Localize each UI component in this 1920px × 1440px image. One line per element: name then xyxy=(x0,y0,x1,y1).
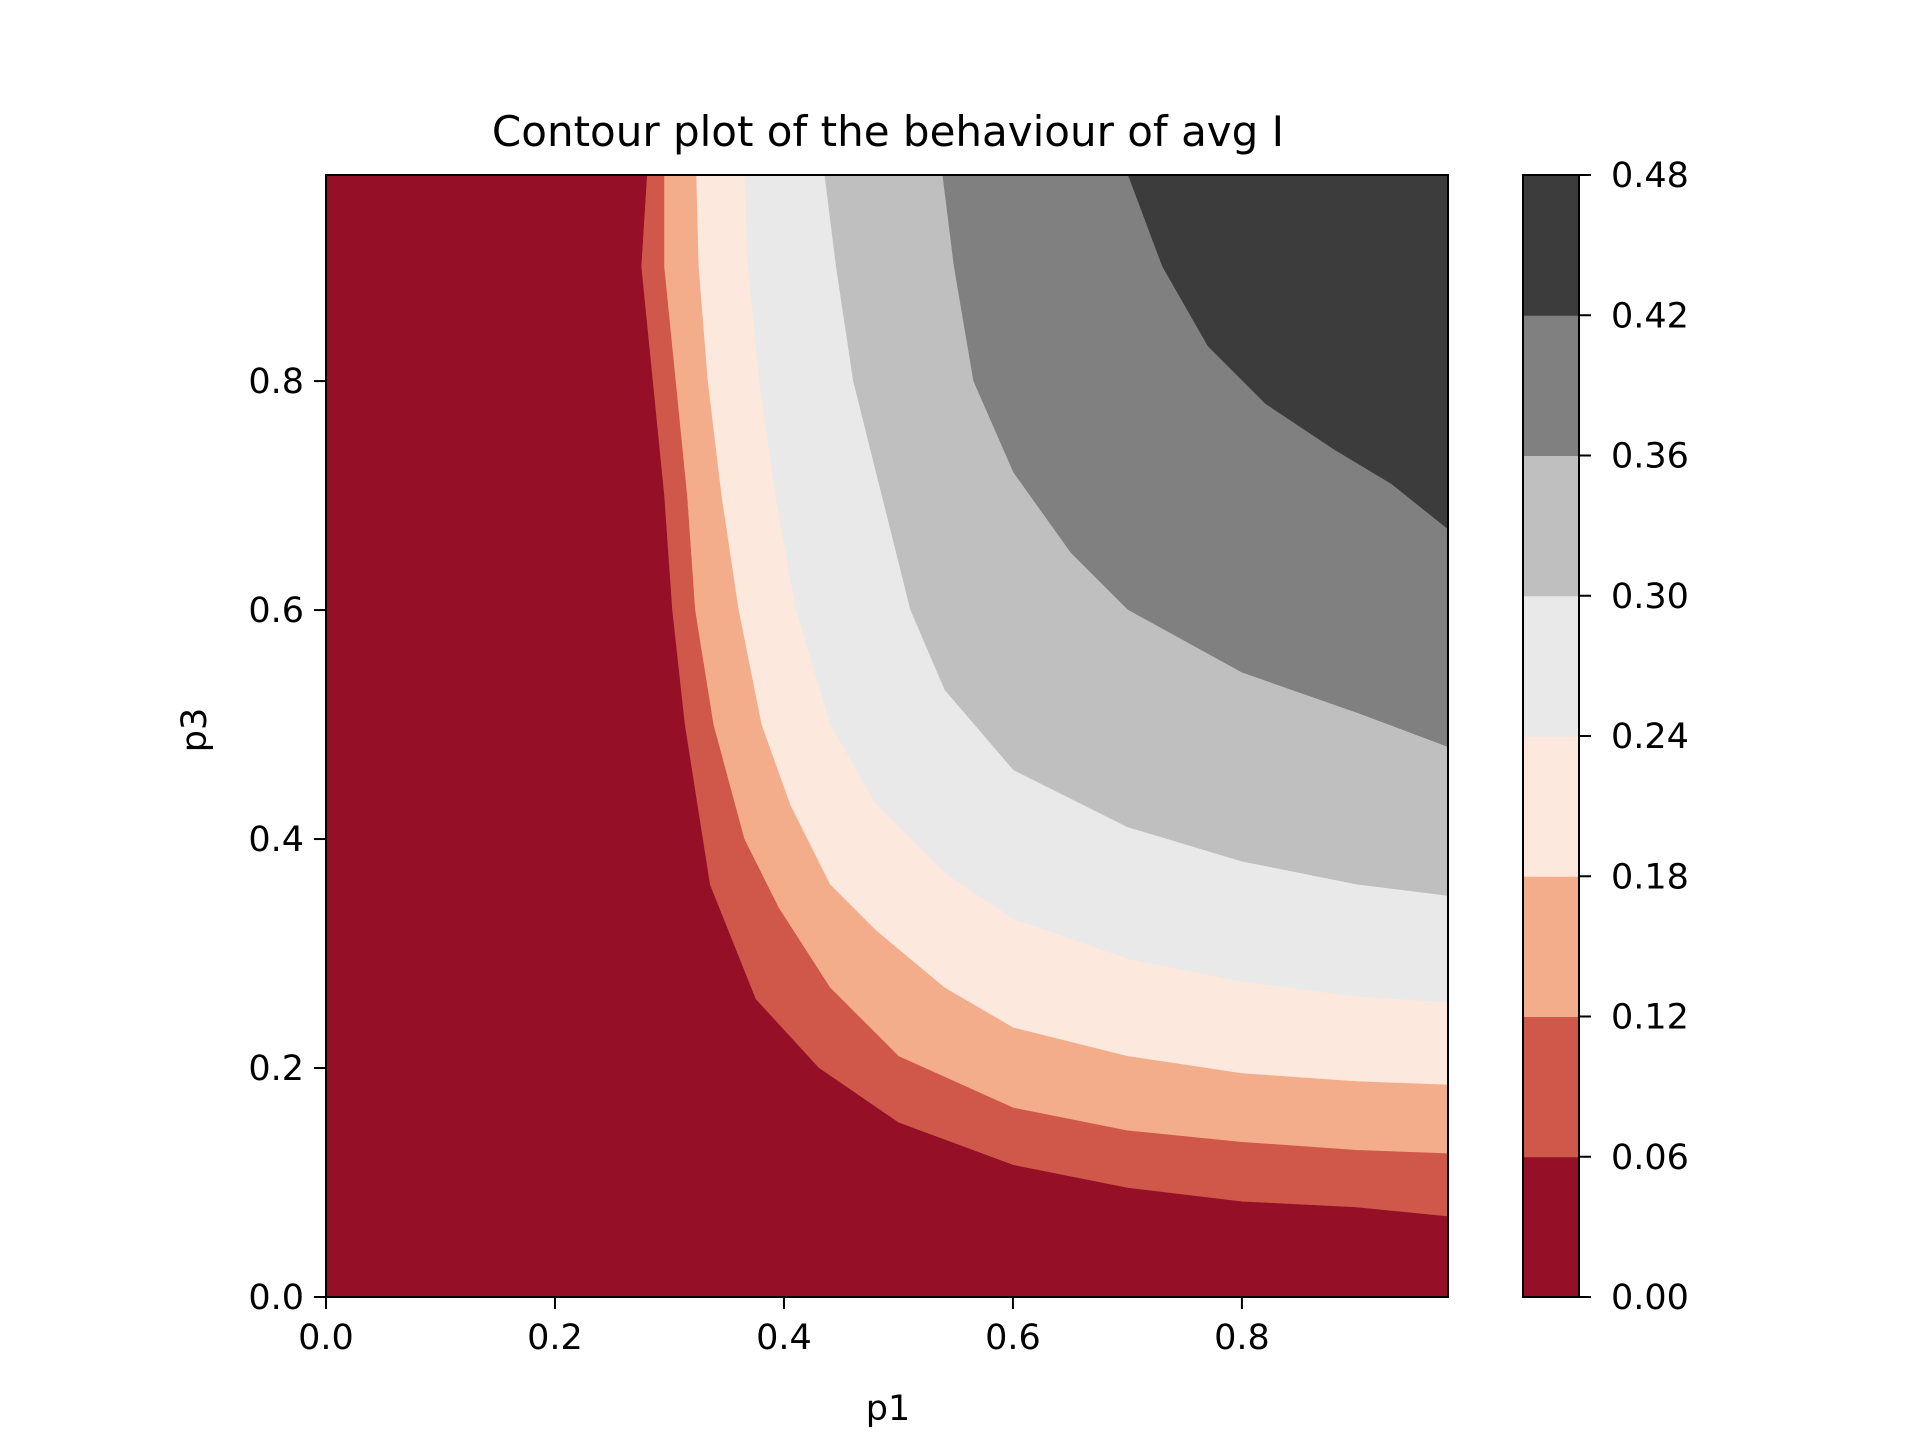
x-tick-label: 0.2 xyxy=(527,1318,583,1358)
colorbar-segment-5 xyxy=(1523,455,1579,597)
colorbar-tick-label: 0.18 xyxy=(1611,857,1689,897)
x-tick-label: 0.0 xyxy=(298,1318,354,1358)
x-axis: 0.0 0.2 0.4 0.6 0.8 xyxy=(298,1297,1270,1358)
colorbar-segment-1 xyxy=(1523,1016,1579,1158)
y-tick-label: 0.6 xyxy=(248,591,304,631)
colorbar-tick-label: 0.24 xyxy=(1611,717,1689,757)
y-tick-label: 0.2 xyxy=(248,1049,304,1089)
colorbar-segment-2 xyxy=(1523,876,1579,1017)
colorbar: 0.00 0.06 0.12 0.18 0.24 0.30 0.36 0.42 0.48 xyxy=(1522,156,1689,1318)
colorbar-tick-label: 0.00 xyxy=(1611,1278,1689,1318)
colorbar-tick-label: 0.48 xyxy=(1611,156,1689,196)
y-axis-label: p3 xyxy=(175,708,215,753)
x-axis-label: p1 xyxy=(866,1389,911,1429)
y-tick-label: 0.4 xyxy=(248,820,304,860)
x-tick-label: 0.4 xyxy=(756,1318,812,1358)
x-tick-label: 0.6 xyxy=(985,1318,1041,1358)
chart-title: Contour plot of the behaviour of avg I xyxy=(492,107,1284,156)
colorbar-segment-4 xyxy=(1523,595,1579,737)
colorbar-tick-label: 0.12 xyxy=(1611,998,1689,1038)
y-axis: 0.0 0.2 0.4 0.6 0.8 xyxy=(248,362,326,1318)
colorbar-segment-6 xyxy=(1523,315,1579,456)
colorbar-segment-3 xyxy=(1523,736,1579,877)
x-tick-label: 0.8 xyxy=(1214,1318,1270,1358)
colorbar-segment-7 xyxy=(1523,175,1579,316)
plot-frame xyxy=(325,174,1449,1298)
colorbar-tick-label: 0.36 xyxy=(1611,437,1689,477)
y-tick-label: 0.0 xyxy=(248,1278,304,1318)
y-tick-label: 0.8 xyxy=(248,362,304,402)
plot-area xyxy=(325,174,1449,1298)
colorbar-tick-label: 0.42 xyxy=(1611,296,1689,336)
colorbar-segment-0 xyxy=(1523,1156,1579,1298)
colorbar-tick-label: 0.30 xyxy=(1611,577,1689,617)
colorbar-tick-label: 0.06 xyxy=(1611,1138,1689,1178)
